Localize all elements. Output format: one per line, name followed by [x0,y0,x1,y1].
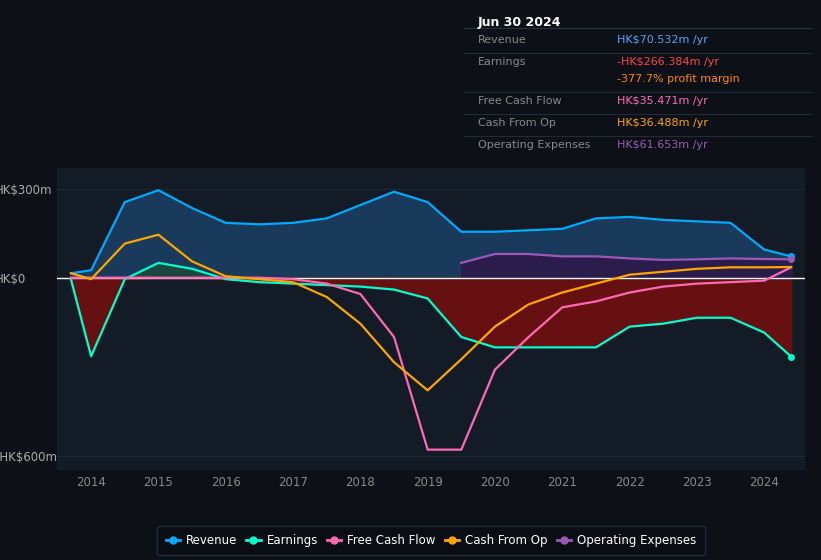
Text: HK$35.471m /yr: HK$35.471m /yr [617,96,709,106]
Text: Revenue: Revenue [478,35,526,45]
Text: -377.7% profit margin: -377.7% profit margin [617,74,741,83]
Text: Cash From Op: Cash From Op [478,118,556,128]
Text: Earnings: Earnings [478,57,526,67]
Text: HK$70.532m /yr: HK$70.532m /yr [617,35,709,45]
Text: HK$61.653m /yr: HK$61.653m /yr [617,141,708,151]
Text: -HK$266.384m /yr: -HK$266.384m /yr [617,57,719,67]
Text: Jun 30 2024: Jun 30 2024 [478,16,562,29]
Legend: Revenue, Earnings, Free Cash Flow, Cash From Op, Operating Expenses: Revenue, Earnings, Free Cash Flow, Cash … [158,526,704,555]
Text: Free Cash Flow: Free Cash Flow [478,96,562,106]
Text: HK$36.488m /yr: HK$36.488m /yr [617,118,709,128]
Text: Operating Expenses: Operating Expenses [478,141,590,151]
